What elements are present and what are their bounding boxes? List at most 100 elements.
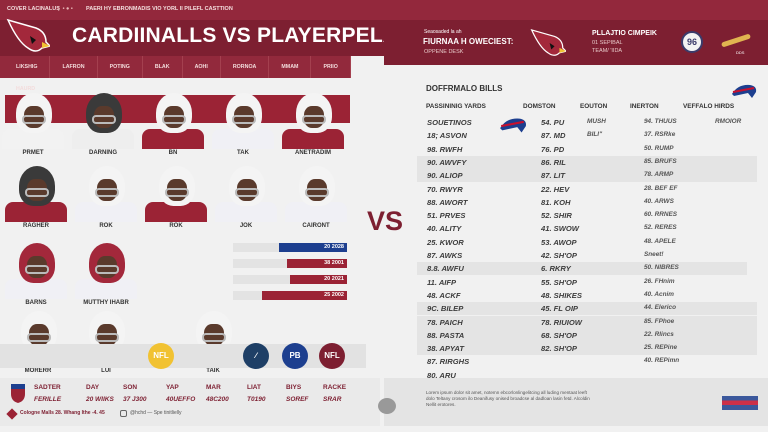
- player-card[interactable]: BN: [142, 93, 204, 163]
- player-card[interactable]: ANETRADIM: [282, 93, 344, 163]
- stat-bar: 20 2028: [233, 243, 347, 252]
- player-card[interactable]: CAIRONT: [285, 166, 347, 236]
- player-jersey: [75, 202, 137, 222]
- player-card[interactable]: TAK: [212, 93, 274, 163]
- cardinal-diamond-icon: [6, 408, 18, 420]
- stat-header: BIYS: [286, 384, 302, 391]
- player-name: ROK: [99, 223, 113, 229]
- table-cell: 50. NIBRES: [644, 264, 679, 272]
- tab-4[interactable]: BLAK: [143, 56, 183, 78]
- col-header-3: EOUTON: [580, 103, 608, 110]
- col-header-5: VEFFALO HIRDS: [683, 103, 735, 110]
- table-cell: 40. ALITY: [427, 224, 462, 234]
- tab-5[interactable]: AOHI: [183, 56, 221, 78]
- nfl-shield-icon[interactable]: NFL: [148, 343, 174, 369]
- footer-panel: Lorem ipsum dolor sit amet, notemn ebcor…: [378, 378, 768, 426]
- facemask-icon: [165, 188, 189, 197]
- facemask-icon: [232, 115, 256, 124]
- player-card[interactable]: BARNS: [5, 243, 67, 313]
- matchup-info-band: Seaosaded la ah FIURNAA H OWECIEST: OPPE…: [384, 20, 768, 65]
- stats-note: Cologne Malls 28. Whang Ithe -4. 45: [20, 410, 105, 416]
- table-row: 98. RWFH 76. PD 50. RUMP: [417, 143, 757, 156]
- table-cell: 55. SH'OP: [541, 277, 577, 287]
- table-cell: 22. Rlincs: [644, 330, 674, 338]
- tab-8[interactable]: PRIIO: [311, 56, 351, 78]
- tab-2[interactable]: LAFRON: [50, 56, 98, 78]
- player-card[interactable]: PRMET: [2, 93, 64, 163]
- table-cell: RMOIOR: [715, 118, 742, 125]
- pb-logo-icon[interactable]: PB: [282, 343, 308, 369]
- player-jersey: [215, 202, 277, 222]
- facemask-icon: [235, 188, 259, 197]
- table-cell: 78. PAICH: [427, 317, 463, 327]
- player-name: TAK: [237, 150, 249, 156]
- stat-bar-fill: 38 2001: [286, 259, 347, 268]
- tab-7[interactable]: MMAM: [269, 56, 312, 78]
- table-cell: 68. SH'OP: [541, 330, 577, 340]
- info-name: FIURNAA H OWECIEST:: [423, 37, 514, 46]
- tab-3[interactable]: POTING: [98, 56, 143, 78]
- stat-value: T0190: [247, 396, 266, 403]
- table-cell: 40. ARWS: [644, 197, 674, 205]
- table-cell: SOUETINOS: [427, 118, 472, 127]
- top-bar-dots: | • ● •: [58, 6, 73, 12]
- table-cell: 26. FHnim: [644, 277, 675, 285]
- table-row: SOUETINOS 54. PU MUSH 94. THUUS RMOIOR: [417, 116, 757, 129]
- social-handle: @hchd — Spe tinitlielly: [130, 410, 182, 416]
- table-cell: 50. RUMP: [644, 144, 674, 152]
- table-cell: 52. RERES: [644, 224, 677, 232]
- table-cell: 40. Acnim: [644, 290, 674, 298]
- player-card[interactable]: ROK: [145, 166, 207, 236]
- tab-6[interactable]: RORNOA: [221, 56, 270, 78]
- facemask-icon: [27, 333, 51, 342]
- table-cell: MUSH: [587, 118, 606, 125]
- tab-1[interactable]: LIKSHIG HAURD: [4, 56, 51, 92]
- table-row: 70. RWYR 22. HEV 28. BEF EF: [417, 183, 757, 196]
- info-right-line2: TEAM/ 'IIDA: [592, 48, 623, 54]
- player-name: RAGHER: [22, 223, 49, 229]
- table-cell: 94. THUUS: [644, 118, 677, 125]
- player-jersey: [142, 129, 204, 149]
- nfl-shield-icon[interactable]: NFL: [319, 343, 345, 369]
- stat-header: SADTER: [34, 384, 61, 391]
- right-top-bar: [384, 0, 768, 20]
- table-cell: BILI": [587, 131, 603, 139]
- player-card[interactable]: ROK: [75, 166, 137, 236]
- player-card[interactable]: RAGHER: [5, 166, 67, 236]
- table-cell: 51. PRVES: [427, 211, 466, 221]
- footer-text: Lorem ipsum dolor sit amet, notemn ebcor…: [426, 390, 590, 407]
- table-cell: 48. SHIKES: [541, 290, 582, 300]
- player-card[interactable]: DARNING: [72, 93, 134, 163]
- stat-bar: 38 2001: [233, 259, 347, 268]
- info-small: Seaosaded la ah: [424, 29, 462, 35]
- brand-logo: [722, 396, 758, 410]
- table-cell: 87. AWKS: [427, 251, 463, 260]
- table-cell: 9C. BILEP: [427, 304, 464, 314]
- table-cell: 22. HEV: [541, 184, 570, 194]
- bills-logo-icon: [500, 118, 526, 133]
- player-jersey: [5, 279, 67, 299]
- table-cell: 44. Elerico: [644, 304, 676, 312]
- roster-title: DOFFRMALO BILLS: [426, 84, 503, 93]
- player-name: LUI: [101, 368, 111, 374]
- table-cell: 48. ACKF: [427, 290, 461, 300]
- info-right-title: PLLAJTIO CIMPEIK: [592, 30, 657, 37]
- stat-bar-fill: 25 2002: [261, 291, 347, 300]
- jersey-number-badge: 96: [681, 31, 703, 53]
- table-cell: 70. RWYR: [427, 184, 463, 194]
- table-cell: 38. APYAT: [427, 344, 464, 354]
- stat-header: RACKE: [323, 384, 347, 391]
- table-cell: 45. FL OIP: [541, 304, 578, 314]
- stat-header: YAP: [166, 384, 179, 391]
- table-row: 11. AIFP 55. SH'OP 26. FHnim: [417, 276, 757, 289]
- player-card[interactable]: MUTTHY IHABR: [75, 243, 137, 313]
- football-icon: [720, 33, 752, 48]
- player-card[interactable]: JOK: [215, 166, 277, 236]
- stat-value: 40UEFFO: [166, 396, 196, 403]
- facemask-icon: [22, 115, 46, 124]
- gear-icon: [378, 398, 396, 414]
- facemask-icon: [202, 333, 226, 342]
- stat-value: 48C200: [206, 396, 229, 403]
- falcons-icon[interactable]: ∕: [243, 343, 269, 369]
- facemask-icon: [92, 115, 116, 124]
